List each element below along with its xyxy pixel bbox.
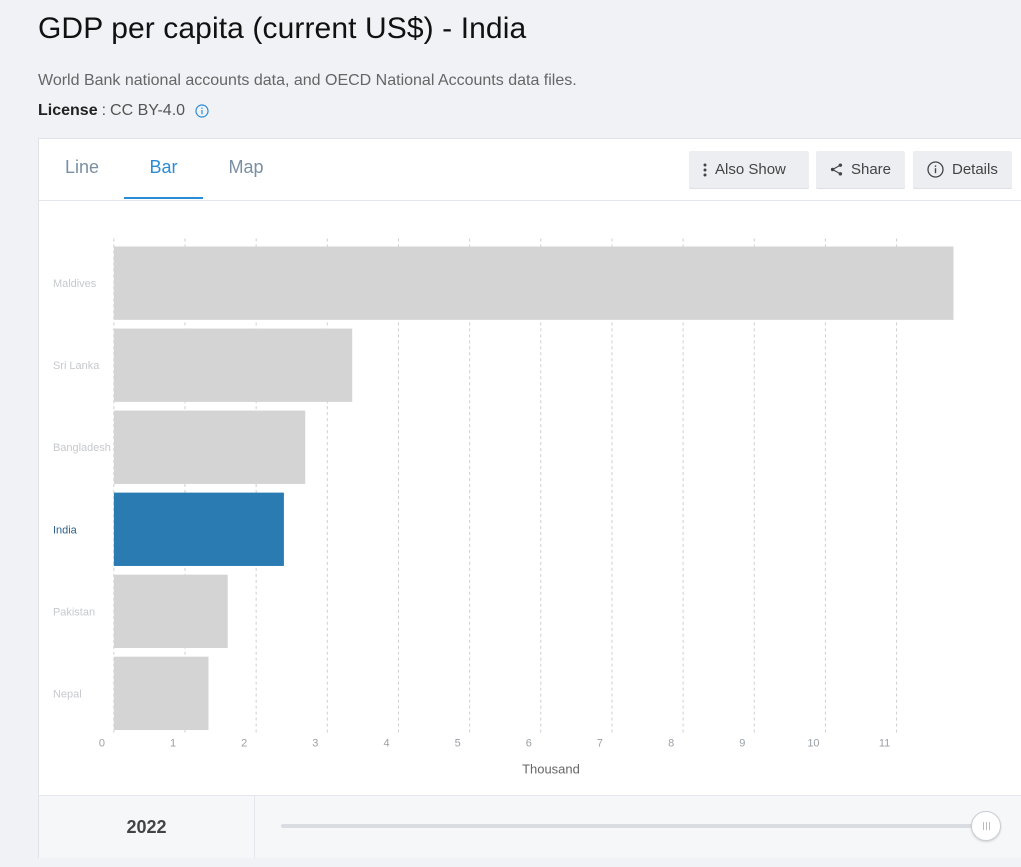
x-tick-label: 3	[312, 737, 318, 749]
category-label: Maldives	[53, 278, 97, 290]
page-title: GDP per capita (current US$) - India	[38, 12, 527, 45]
also-show-label: Also Show	[715, 161, 786, 178]
bar	[113, 492, 284, 566]
share-button[interactable]: Share	[816, 151, 905, 188]
x-tick-label: 2	[241, 737, 247, 749]
bar	[113, 656, 209, 731]
timeline-slider-track[interactable]	[281, 824, 986, 828]
license: License : CC BY-4.0	[38, 102, 209, 120]
bar	[113, 328, 353, 402]
x-tick-label: 10	[807, 737, 819, 749]
category-label: Nepal	[53, 688, 82, 700]
bar	[113, 410, 306, 484]
x-tick-label: 1	[170, 737, 176, 749]
bar-chart: 0 1 2 3 4 5 6 7 8 9 10 11 Maldives Sri Lanka Banglades…	[53, 238, 954, 776]
license-label: License	[38, 102, 98, 119]
x-tick-label: 8	[668, 737, 674, 749]
x-tick-label: 5	[455, 737, 461, 749]
x-tick-label: 6	[526, 737, 532, 749]
timeline-slider-handle[interactable]	[971, 811, 1001, 841]
tab-bar[interactable]: Bar	[124, 139, 203, 199]
more-vertical-icon	[703, 163, 707, 176]
data-source: World Bank national accounts data, and O…	[38, 72, 577, 89]
x-tick-label: 9	[739, 737, 745, 749]
category-label: Pakistan	[53, 606, 95, 618]
share-label: Share	[850, 161, 891, 178]
category-label: Sri Lanka	[53, 360, 100, 372]
category-label: India	[53, 524, 78, 536]
info-circle-icon[interactable]	[195, 104, 209, 118]
x-tick-label: 7	[597, 737, 603, 749]
x-tick-label: 11	[879, 737, 890, 749]
timeline-year: 2022	[39, 796, 255, 858]
bar	[113, 574, 228, 648]
category-label: Bangladesh	[53, 442, 111, 454]
info-circle-icon	[927, 161, 944, 178]
chart-panel: Line Bar Map Also Show Share Details 0 1 2…	[38, 138, 1021, 858]
bar	[113, 246, 954, 320]
license-separator: :	[101, 102, 107, 119]
details-label: Details	[952, 161, 998, 178]
timeline: 2022	[39, 795, 1021, 858]
details-button[interactable]: Details	[913, 151, 1012, 188]
x-tick-label: 4	[383, 737, 389, 749]
license-value: CC BY-4.0	[110, 102, 186, 119]
x-axis-label: Thousand	[522, 761, 580, 776]
share-icon	[830, 163, 843, 176]
x-tick-label: 0	[99, 737, 105, 749]
also-show-button[interactable]: Also Show	[689, 151, 809, 188]
chart-tabs: Line Bar Map Also Show Share Details	[39, 139, 1021, 201]
tab-map[interactable]: Map	[228, 157, 264, 177]
tab-line[interactable]: Line	[64, 157, 100, 177]
